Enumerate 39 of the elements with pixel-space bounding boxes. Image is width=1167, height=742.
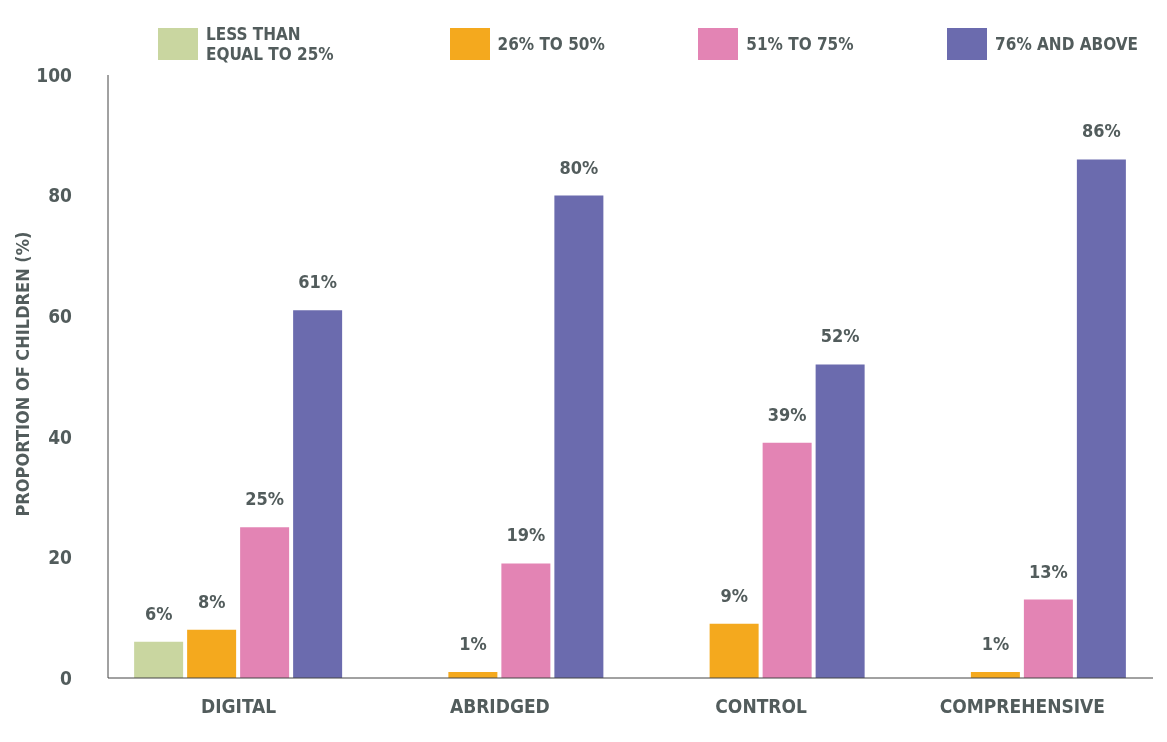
x-tick-label: COMPREHENSIVE	[939, 695, 1106, 718]
data-label: 19%	[506, 524, 546, 546]
data-label: 86%	[1081, 120, 1121, 142]
x-tick-label: ABRIDGED	[449, 695, 550, 718]
data-label: 1%	[981, 632, 1010, 654]
data-label: 9%	[720, 584, 748, 606]
y-tick-label: 40	[48, 425, 73, 448]
bar	[554, 195, 604, 678]
bar	[187, 629, 237, 678]
bar	[1023, 599, 1073, 678]
y-tick-label: 100	[36, 63, 73, 86]
y-tick-label: 60	[48, 304, 73, 327]
legend-label: LESS THAN EQUAL TO 25%	[206, 24, 335, 64]
legend-label: 51% TO 75%	[746, 34, 854, 54]
y-tick-label: 80	[48, 184, 73, 207]
data-label: 80%	[559, 156, 599, 178]
data-label: 8%	[197, 590, 226, 612]
bar	[240, 527, 290, 678]
data-label: 39%	[767, 403, 807, 425]
y-tick-label: 0	[60, 666, 73, 689]
bar	[762, 442, 812, 678]
bar	[1076, 159, 1126, 678]
bar	[815, 364, 865, 678]
data-label: 6%	[144, 602, 173, 624]
x-tick-label: CONTROL	[715, 695, 808, 718]
bar	[709, 623, 759, 678]
bar	[134, 641, 184, 678]
bar	[293, 310, 343, 678]
legend-label: 76% AND ABOVE	[995, 34, 1138, 54]
y-tick-label: 20	[48, 546, 73, 569]
data-label: 61%	[298, 271, 338, 293]
bar	[501, 563, 551, 678]
data-label: 1%	[459, 632, 487, 654]
data-label: 52%	[820, 325, 860, 347]
x-tick-label: DIGITAL	[201, 695, 277, 718]
data-label: 13%	[1028, 560, 1068, 582]
data-label: 25%	[245, 488, 285, 510]
y-axis-title: PROPORTION OF CHILDREN (%)	[12, 231, 34, 517]
legend-label: 26% TO 50%	[497, 34, 605, 54]
